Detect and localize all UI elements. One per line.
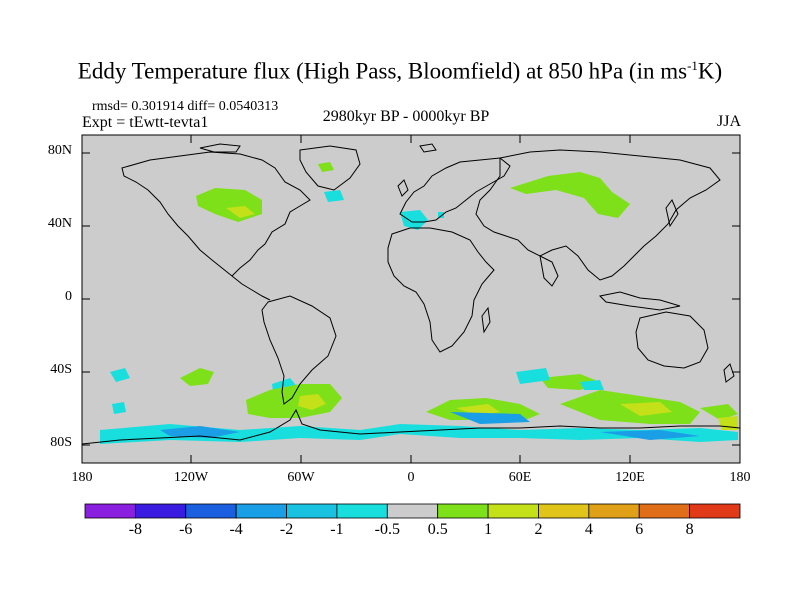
axis-ticks (82, 135, 740, 463)
patch-north-america-strong (226, 206, 255, 218)
season-label: JJA (716, 113, 741, 130)
colorbar-swatch (487, 503, 539, 519)
colorbar-label: -6 (179, 521, 193, 538)
patch-indian-negative (516, 368, 550, 384)
coastline-japan (665, 199, 679, 228)
colorbar-swatch (235, 503, 287, 519)
y-label-40S: 40S (50, 362, 72, 377)
coastlines (81, 143, 741, 445)
x-label-120E: 120E (615, 470, 645, 485)
patch-greenland-positive (318, 162, 334, 172)
patch-antarctic-coast-neg (600, 430, 700, 440)
coastline-svalbard (419, 143, 437, 153)
coastline-africa (387, 227, 495, 353)
colorbar-swatch (386, 503, 439, 519)
colorbar-swatch (638, 503, 691, 519)
patch-antarctic-strong-negative-2 (450, 412, 530, 424)
coastline-indonesia (598, 291, 681, 311)
colorbar-label: -0.5 (374, 521, 400, 538)
coastline-greenland (299, 145, 361, 191)
patch-aus-south-strong (620, 402, 672, 416)
colorbar-label: -4 (229, 521, 243, 538)
colorbar-swatch (588, 503, 640, 519)
patch-south-indian-strong (456, 404, 500, 416)
colorbar-swatch (84, 503, 136, 519)
y-label-0: 0 (65, 289, 72, 304)
coastline-antarctica (81, 408, 741, 445)
patch-south-pacific-positive (180, 368, 214, 386)
y-label-80N: 80N (47, 143, 72, 158)
x-label-180-right: 180 (729, 470, 751, 485)
coastline-europe (399, 157, 511, 223)
map-title: Eddy Temperature flux (High Pass, Bloomf… (77, 58, 723, 84)
patch-siberia-positive (510, 172, 630, 218)
patch-tasman-positive (700, 404, 738, 420)
coastline-uk (397, 179, 409, 197)
colorbar-label: 1 (484, 521, 493, 538)
coastline-south-america (261, 295, 337, 405)
patch-antarctic-strong-negative (160, 426, 240, 438)
coastline-asia (475, 149, 721, 281)
x-label-180-left: 180 (71, 470, 93, 485)
patch-pacific-small-neg (112, 402, 126, 414)
period-label: 2980kyr BP - 0000kyr BP (322, 108, 490, 125)
rmsd-diff-stats: rmsd= 0.301914 diff= 0.0540313 (92, 99, 279, 114)
coastline-australia (635, 311, 709, 369)
colorbar (84, 503, 741, 519)
colorbar-label: 8 (685, 521, 694, 538)
patch-southern-ocean-negative (100, 424, 738, 444)
x-label-120W: 120W (173, 470, 209, 485)
colorbar-label: 2 (534, 521, 543, 538)
patch-south-pacific-negative (110, 368, 130, 382)
patch-mediterranean-negative (400, 210, 428, 230)
y-label-40N: 40N (47, 216, 72, 231)
x-label-60W: 60W (287, 470, 315, 485)
patch-south-atlantic-positive (246, 384, 342, 418)
patch-aus-west-neg (580, 380, 604, 390)
colorbar-swatch (134, 503, 187, 519)
colorbar-swatch (689, 503, 741, 519)
coastline-central-america (231, 275, 271, 301)
colorbar-swatch (286, 503, 338, 519)
patch-atlantic-negative (324, 190, 344, 202)
colorbar-label: -2 (279, 521, 294, 538)
colorbar-label: 0.5 (427, 521, 448, 538)
colorbar-swatch (538, 503, 590, 519)
coastline-madagascar (481, 306, 491, 334)
patch-europe-small (438, 212, 444, 218)
patch-south-atlantic-strong (298, 394, 326, 410)
coastline-north-america (121, 151, 311, 277)
x-label-60E: 60E (508, 470, 532, 485)
experiment-label: Expt = tEwtt-tevta1 (82, 114, 209, 131)
colorbar-swatch (185, 503, 237, 519)
colorbar-label: 6 (635, 521, 644, 538)
colorbar-swatch (437, 503, 489, 519)
coastline-india (539, 255, 559, 287)
y-label-80S: 80S (50, 435, 72, 450)
colorbar-label: 4 (584, 521, 593, 538)
colorbar-label: -8 (128, 521, 143, 538)
coastline-arctic-islands (199, 143, 241, 153)
x-label-0: 0 (407, 470, 415, 485)
anomaly-patches (100, 162, 738, 444)
colorbar-swatch (336, 503, 388, 519)
coastline-new-zealand (723, 363, 735, 383)
colorbar-label: -1 (330, 521, 344, 538)
